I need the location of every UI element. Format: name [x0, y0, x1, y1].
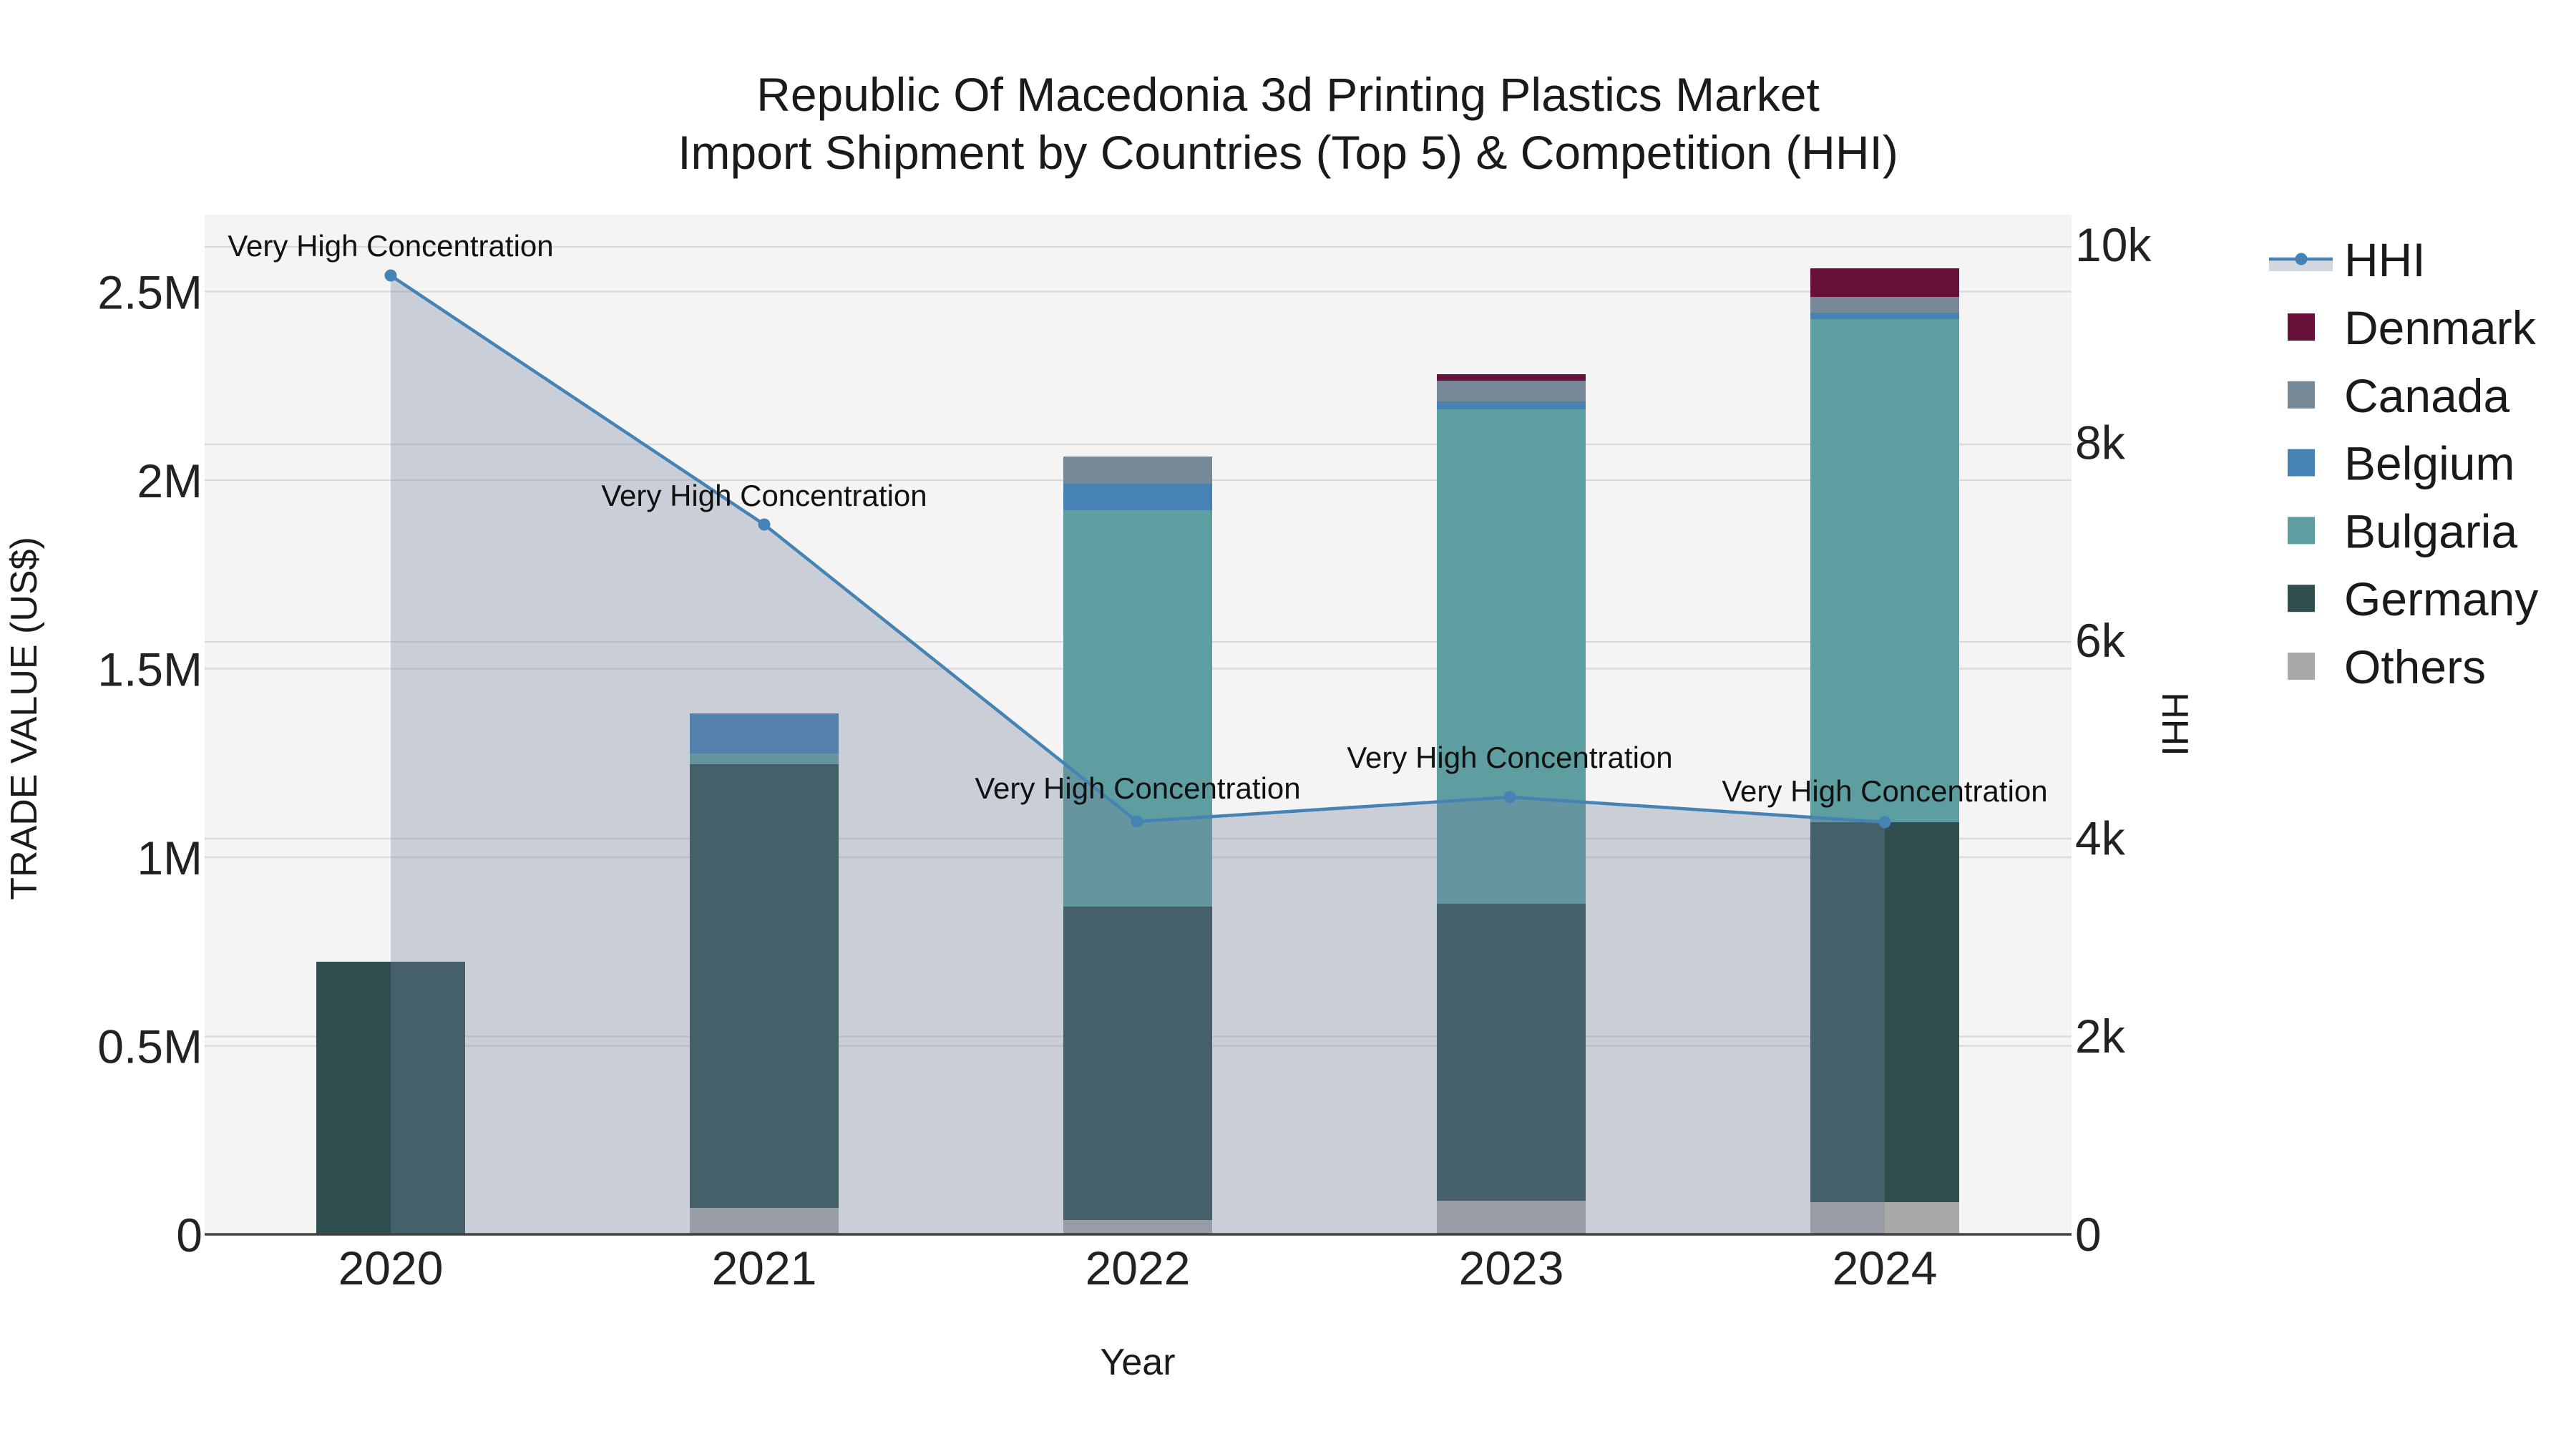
svg-text:1M: 1M: [137, 831, 203, 884]
svg-text:Very High Concentration: Very High Concentration: [601, 479, 927, 512]
svg-text:8k: 8k: [2075, 416, 2126, 469]
svg-text:Canada: Canada: [2344, 369, 2509, 422]
svg-text:Republic Of Macedonia 3d Print: Republic Of Macedonia 3d Printing Plasti…: [756, 68, 1820, 121]
svg-text:HHI: HHI: [2344, 233, 2426, 286]
svg-text:Germany: Germany: [2344, 572, 2538, 625]
svg-text:2020: 2020: [338, 1241, 444, 1294]
svg-text:TRADE VALUE (US$): TRADE VALUE (US$): [4, 537, 45, 900]
svg-text:Very High Concentration: Very High Concentration: [1722, 774, 2047, 808]
svg-text:Others: Others: [2344, 640, 2486, 693]
svg-text:0: 0: [2075, 1208, 2102, 1261]
svg-text:Belgium: Belgium: [2344, 437, 2514, 490]
svg-text:2M: 2M: [137, 454, 203, 507]
svg-text:4k: 4k: [2075, 812, 2126, 865]
svg-text:Very High Concentration: Very High Concentration: [228, 229, 553, 263]
svg-text:0.5M: 0.5M: [97, 1020, 203, 1073]
svg-text:Denmark: Denmark: [2344, 301, 2537, 354]
svg-text:0: 0: [176, 1209, 203, 1262]
svg-text:2k: 2k: [2075, 1010, 2126, 1063]
svg-text:2.5M: 2.5M: [97, 266, 203, 319]
svg-text:Bulgaria: Bulgaria: [2344, 504, 2517, 557]
svg-text:Year: Year: [1100, 1342, 1175, 1383]
svg-text:2022: 2022: [1085, 1241, 1191, 1294]
svg-text:Import Shipment by Countries (: Import Shipment by Countries (Top 5) & C…: [678, 126, 1898, 179]
svg-text:2023: 2023: [1459, 1241, 1564, 1294]
svg-text:2021: 2021: [712, 1241, 817, 1294]
svg-text:6k: 6k: [2075, 614, 2126, 667]
svg-text:10k: 10k: [2075, 218, 2152, 271]
svg-text:2024: 2024: [1833, 1241, 1938, 1294]
svg-text:HHI: HHI: [2154, 692, 2195, 756]
svg-text:1.5M: 1.5M: [97, 643, 203, 696]
svg-text:Very High Concentration: Very High Concentration: [1347, 741, 1672, 774]
svg-text:Very High Concentration: Very High Concentration: [975, 771, 1300, 805]
